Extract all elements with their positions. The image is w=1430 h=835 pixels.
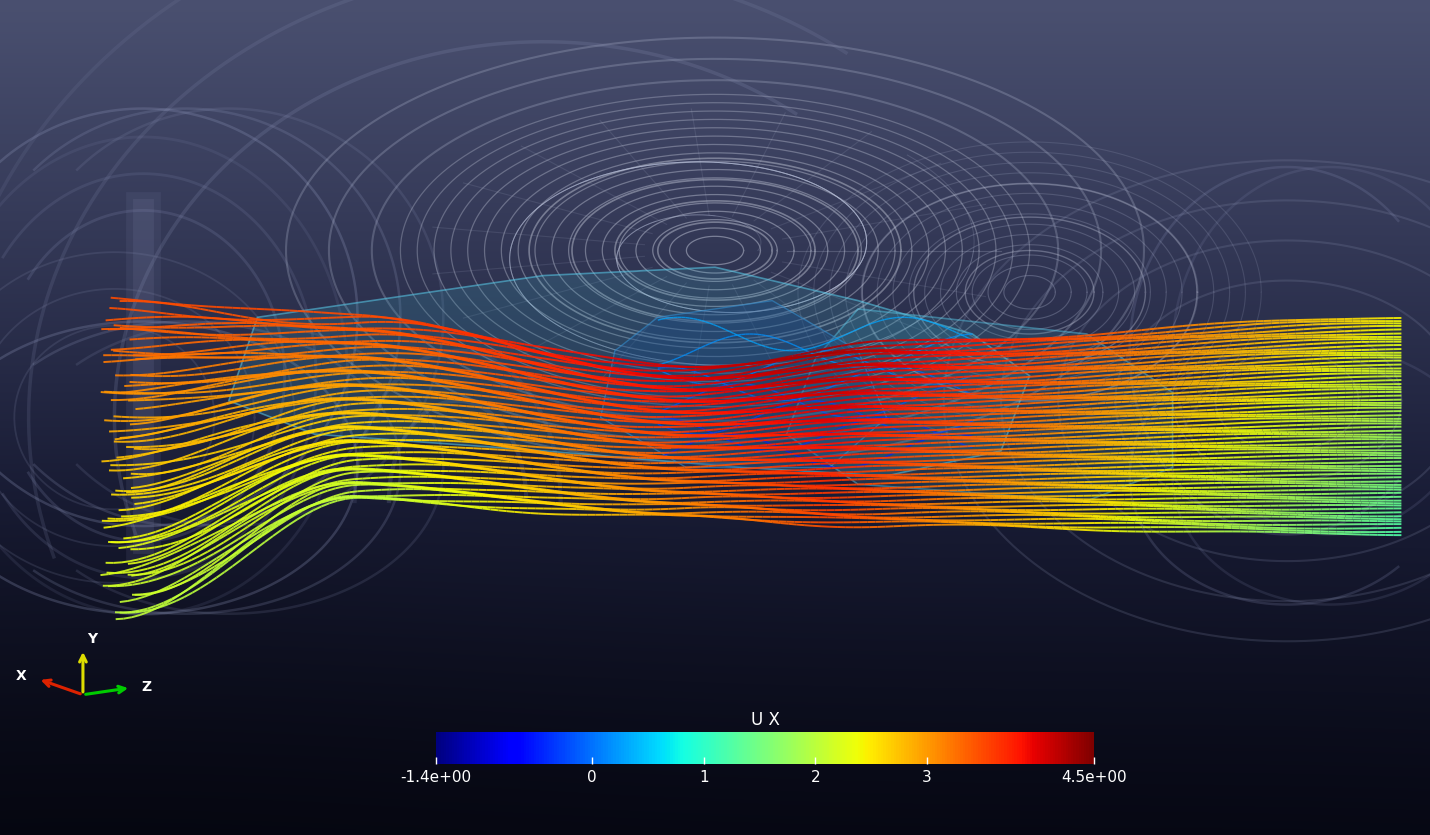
Text: X: X — [16, 670, 26, 684]
Text: Y: Y — [87, 632, 97, 646]
Polygon shape — [601, 301, 887, 468]
Polygon shape — [787, 309, 1173, 501]
Title: U X: U X — [751, 711, 779, 729]
Text: Z: Z — [142, 680, 152, 694]
Polygon shape — [229, 267, 1030, 476]
